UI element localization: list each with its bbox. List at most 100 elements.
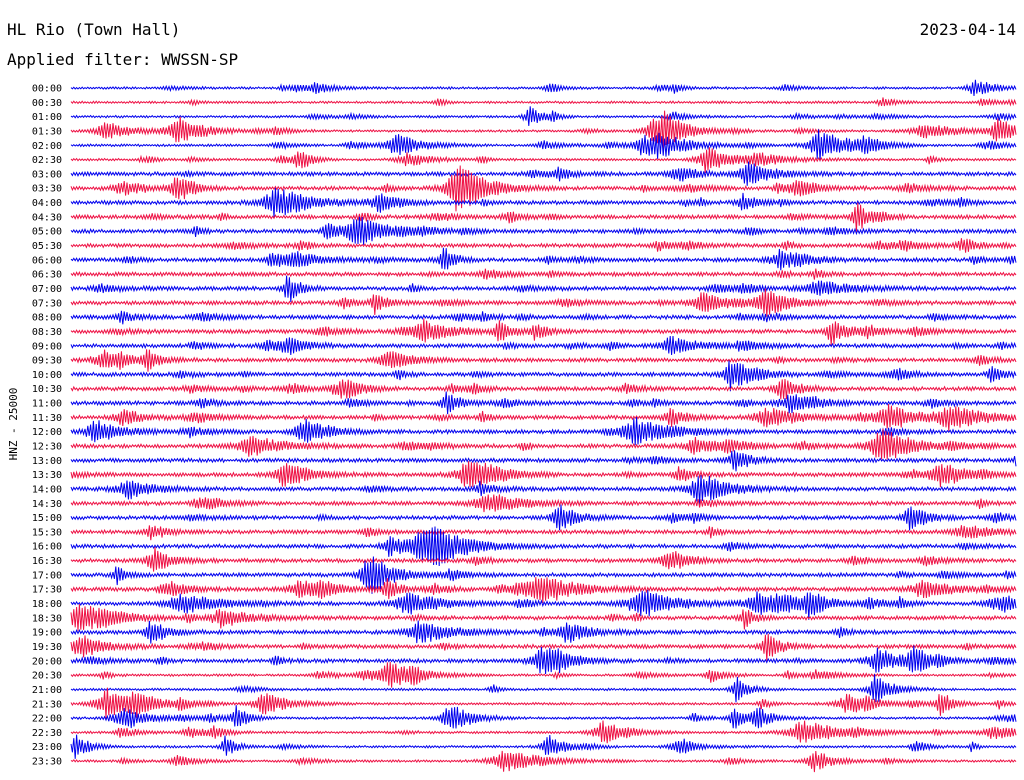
row-label: 01:30	[32, 126, 62, 137]
trace-row	[70, 525, 1017, 541]
trace-row	[70, 110, 1017, 149]
trace-row	[70, 604, 1017, 631]
row-label: 22:00	[32, 714, 62, 725]
row-label: 02:30	[32, 155, 62, 166]
station-title: HL Rio (Town Hall)	[7, 20, 181, 39]
row-label: 07:30	[32, 298, 62, 309]
trace-row	[70, 106, 1017, 126]
trace-row	[70, 750, 1017, 773]
trace-row	[70, 360, 1017, 392]
row-label: 17:00	[32, 570, 62, 581]
row-label: 14:30	[32, 499, 62, 510]
row-label: 18:30	[32, 613, 62, 624]
row-label: 07:00	[32, 284, 62, 295]
trace-row	[70, 335, 1017, 356]
row-label: 16:00	[32, 542, 62, 553]
row-label: 13:00	[32, 456, 62, 467]
row-label: 10:30	[32, 384, 62, 395]
trace-row	[70, 79, 1017, 97]
trace-row	[70, 378, 1017, 400]
trace-row	[70, 129, 1017, 162]
trace-row	[70, 288, 1017, 317]
trace-row	[70, 720, 1017, 744]
trace-row	[70, 556, 1017, 594]
row-label: 06:30	[32, 270, 62, 281]
row-label: 16:30	[32, 556, 62, 567]
trace-row	[70, 661, 1017, 688]
row-label: 02:00	[32, 141, 62, 152]
trace-row	[70, 428, 1017, 460]
trace-row	[70, 165, 1017, 212]
trace-row	[70, 318, 1017, 346]
row-label: 08:30	[32, 327, 62, 338]
row-label: 21:00	[32, 685, 62, 696]
trace-row	[70, 589, 1017, 620]
trace-rows	[70, 79, 1017, 773]
row-label: 10:00	[32, 370, 62, 381]
row-label: 18:00	[32, 599, 62, 610]
row-label: 05:30	[32, 241, 62, 252]
row-label: 09:00	[32, 341, 62, 352]
trace-row	[70, 247, 1017, 271]
date-label: 2023-04-14	[919, 20, 1016, 39]
trace-row	[70, 526, 1017, 566]
row-label: 04:00	[32, 198, 62, 209]
trace-row	[70, 216, 1017, 245]
row-label: 01:00	[32, 112, 62, 123]
row-label: 06:00	[32, 255, 62, 266]
row-label: 23:30	[32, 757, 62, 768]
trace-row	[70, 577, 1017, 603]
row-label: 12:00	[32, 427, 62, 438]
trace-row	[70, 633, 1017, 662]
row-label: 15:30	[32, 527, 62, 538]
row-label: 14:00	[32, 484, 62, 495]
trace-row	[70, 687, 1017, 719]
trace-row	[70, 416, 1017, 446]
row-label: 11:30	[32, 413, 62, 424]
trace-row	[70, 450, 1017, 472]
row-label: 08:00	[32, 313, 62, 324]
row-label: 20:00	[32, 656, 62, 667]
trace-row	[70, 275, 1017, 303]
trace-row	[70, 268, 1017, 280]
filter-label: Applied filter: WWSSN-SP	[7, 50, 239, 69]
row-label: 23:00	[32, 742, 62, 753]
trace-row	[70, 391, 1017, 415]
row-label: 19:30	[32, 642, 62, 653]
trace-row	[70, 705, 1017, 729]
row-label: 03:00	[32, 169, 62, 180]
trace-row	[70, 403, 1017, 432]
row-label: 05:00	[32, 227, 62, 238]
trace-row	[70, 349, 1017, 372]
row-label: 13:30	[32, 470, 62, 481]
trace-row	[70, 461, 1017, 488]
row-label: 00:00	[32, 84, 62, 95]
trace-row	[70, 238, 1017, 253]
trace-row	[70, 620, 1017, 644]
row-label: 19:00	[32, 628, 62, 639]
row-labels: 00:00 00:30 01:00 01:30 02:00 02:30 03:00 03:30…	[32, 84, 62, 768]
row-label: 20:30	[32, 671, 62, 682]
trace-row	[70, 674, 1017, 703]
trace-row	[70, 547, 1017, 572]
trace-row	[70, 504, 1017, 531]
row-label: 00:30	[32, 98, 62, 109]
row-label: 03:30	[32, 184, 62, 195]
trace-row	[70, 202, 1017, 232]
trace-row	[70, 187, 1017, 218]
row-label: 09:30	[32, 356, 62, 367]
trace-row	[70, 494, 1017, 513]
trace-row	[70, 310, 1017, 325]
row-label: 04:30	[32, 212, 62, 223]
row-label: 21:30	[32, 699, 62, 710]
trace-row	[70, 645, 1017, 674]
trace-row	[70, 97, 1017, 108]
row-label: 12:30	[32, 442, 62, 453]
row-label: 22:30	[32, 728, 62, 739]
row-label: 11:00	[32, 399, 62, 410]
trace-row	[70, 475, 1017, 505]
row-label: 17:30	[32, 585, 62, 596]
trace-row	[70, 161, 1017, 186]
row-label: 15:00	[32, 513, 62, 524]
